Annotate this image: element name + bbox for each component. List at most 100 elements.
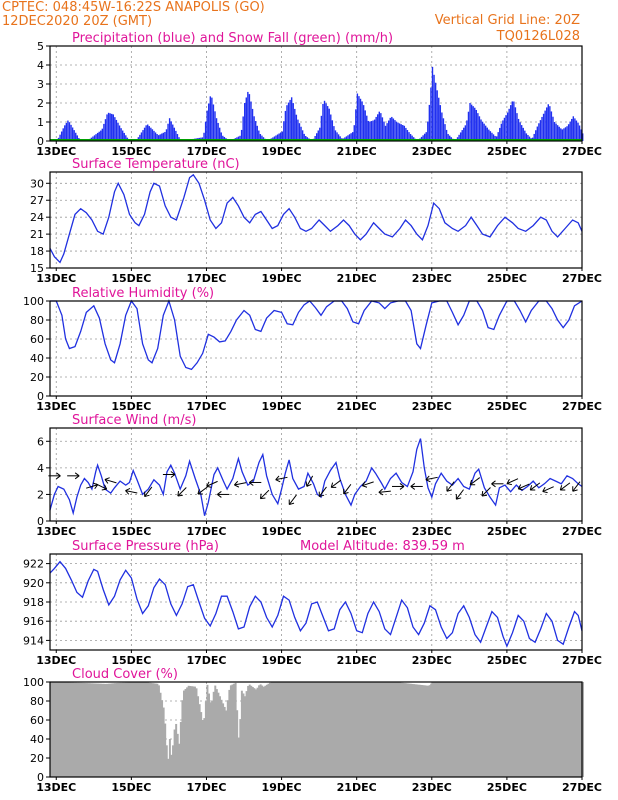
cloud-cover-bar <box>522 682 525 777</box>
x-tick-label: 25DEC <box>487 400 527 413</box>
precip-bar <box>389 117 391 141</box>
precip-bar <box>458 134 460 141</box>
cloud-cover-bar <box>295 682 298 777</box>
cloud-cover-bar <box>90 683 93 777</box>
wind-arrow-head <box>542 486 548 494</box>
temperature-title: Surface Temperature (nC) <box>72 157 240 172</box>
precip-bar <box>499 127 501 141</box>
wind-arrow-head <box>318 491 325 498</box>
precip-bar <box>347 135 349 141</box>
cloud-cover-bar <box>85 683 88 777</box>
cloud-cover-bar <box>142 682 145 777</box>
cloud-cover-bar <box>51 682 54 777</box>
cloud-cover-bar <box>380 682 383 777</box>
precip-bar <box>525 133 528 141</box>
precip-bar <box>519 122 521 141</box>
precip-bar <box>527 134 529 141</box>
cloud-cover-bar <box>398 682 401 777</box>
cloud-cover-bar <box>156 683 159 777</box>
precip-bar <box>250 101 252 141</box>
cloud-cover-bar <box>489 682 492 777</box>
cloud-cover-bar <box>67 682 70 777</box>
cloud-cover-bar <box>339 682 342 777</box>
precip-bar <box>330 114 332 141</box>
precip-bar <box>328 108 330 141</box>
cloud-cover-bar <box>436 682 439 777</box>
cloud-cover-bar <box>474 682 476 777</box>
model-altitude: Model Altitude: 839.59 m <box>300 539 465 554</box>
precip-bar <box>491 132 493 141</box>
cloud-cover-bar <box>525 682 528 777</box>
precip-bar <box>556 125 559 141</box>
precip-bar <box>140 132 143 141</box>
cloud-cover-bar <box>524 682 527 777</box>
precip-bar <box>333 126 335 141</box>
cloud-cover-bar <box>422 685 425 777</box>
precip-bar <box>164 131 166 141</box>
precip-bar <box>76 135 79 141</box>
cloud-cover-bar <box>391 682 394 777</box>
cloud-cover-bar <box>434 682 437 777</box>
precip-bar <box>392 118 395 141</box>
precip-bar <box>242 116 244 141</box>
precip-bar <box>569 121 571 141</box>
cloud-cover-bar <box>208 693 210 777</box>
precip-bar <box>494 135 496 141</box>
cloud-cover-bar <box>117 682 120 777</box>
wind-arrow-head <box>56 472 61 480</box>
cloud-cover-bar <box>167 758 170 777</box>
cloud-cover-bar <box>511 682 514 777</box>
cloud-cover-bar <box>162 707 165 777</box>
precip-bar <box>444 124 446 141</box>
cloud-cover-bar <box>359 682 362 777</box>
wind-arrow-head <box>330 482 337 488</box>
cloud-cover-bar <box>337 682 340 777</box>
wind-arrow-head <box>506 478 513 486</box>
precip-bar <box>516 113 518 141</box>
cloud-cover-bar <box>95 683 98 777</box>
cloud-cover-bar <box>372 682 375 777</box>
wind-arrow <box>125 490 138 494</box>
cloud-cover-bar <box>461 682 464 777</box>
cloud-cover-bar <box>520 682 523 777</box>
wind-arrow <box>455 489 464 500</box>
y-tick-label: 2 <box>37 97 44 110</box>
precip-bar <box>303 133 305 141</box>
cloud-cover-bar <box>463 682 466 777</box>
x-tick-label: 13DEC <box>36 781 76 794</box>
wind-arrow <box>542 486 554 493</box>
cloud-cover-bar <box>123 682 126 777</box>
x-tick-label: 27DEC <box>562 525 602 538</box>
cloud-cover-bar <box>348 682 351 777</box>
cloud-cover-bar <box>87 683 90 777</box>
precip-bar <box>428 104 431 141</box>
y-tick-label: 24 <box>30 211 44 224</box>
cloud-cover-bar <box>425 685 428 777</box>
precip-bar <box>173 127 176 141</box>
y-tick-label: 60 <box>30 714 44 727</box>
wind-arrow <box>206 480 218 487</box>
y-tick-label: 20 <box>30 752 44 765</box>
cloud-cover-bar <box>406 683 409 777</box>
cloud-cover-bar <box>491 682 494 777</box>
wind-arrow <box>343 484 352 495</box>
precip-bar <box>109 113 111 141</box>
precip-bar <box>480 119 482 141</box>
precip-bar <box>206 110 208 141</box>
wind-arrow <box>144 486 153 497</box>
y-tick-label: 80 <box>30 314 44 327</box>
precip-bar <box>161 133 163 141</box>
x-tick-label: 21DEC <box>337 525 377 538</box>
precip-bar <box>488 129 490 141</box>
cloud-cover-bar <box>193 686 196 777</box>
wind-line <box>49 438 583 516</box>
wind-arrow <box>260 489 270 500</box>
cloud-cover-bar <box>248 684 251 777</box>
precip-bar <box>367 120 370 141</box>
wind-arrow-head <box>104 477 110 484</box>
x-tick-label: 23DEC <box>412 525 452 538</box>
cloud-cover-bar <box>453 682 456 777</box>
cloud-cover-bar <box>574 682 577 777</box>
x-tick-label: 21DEC <box>337 400 377 413</box>
precip-bar <box>486 127 488 141</box>
